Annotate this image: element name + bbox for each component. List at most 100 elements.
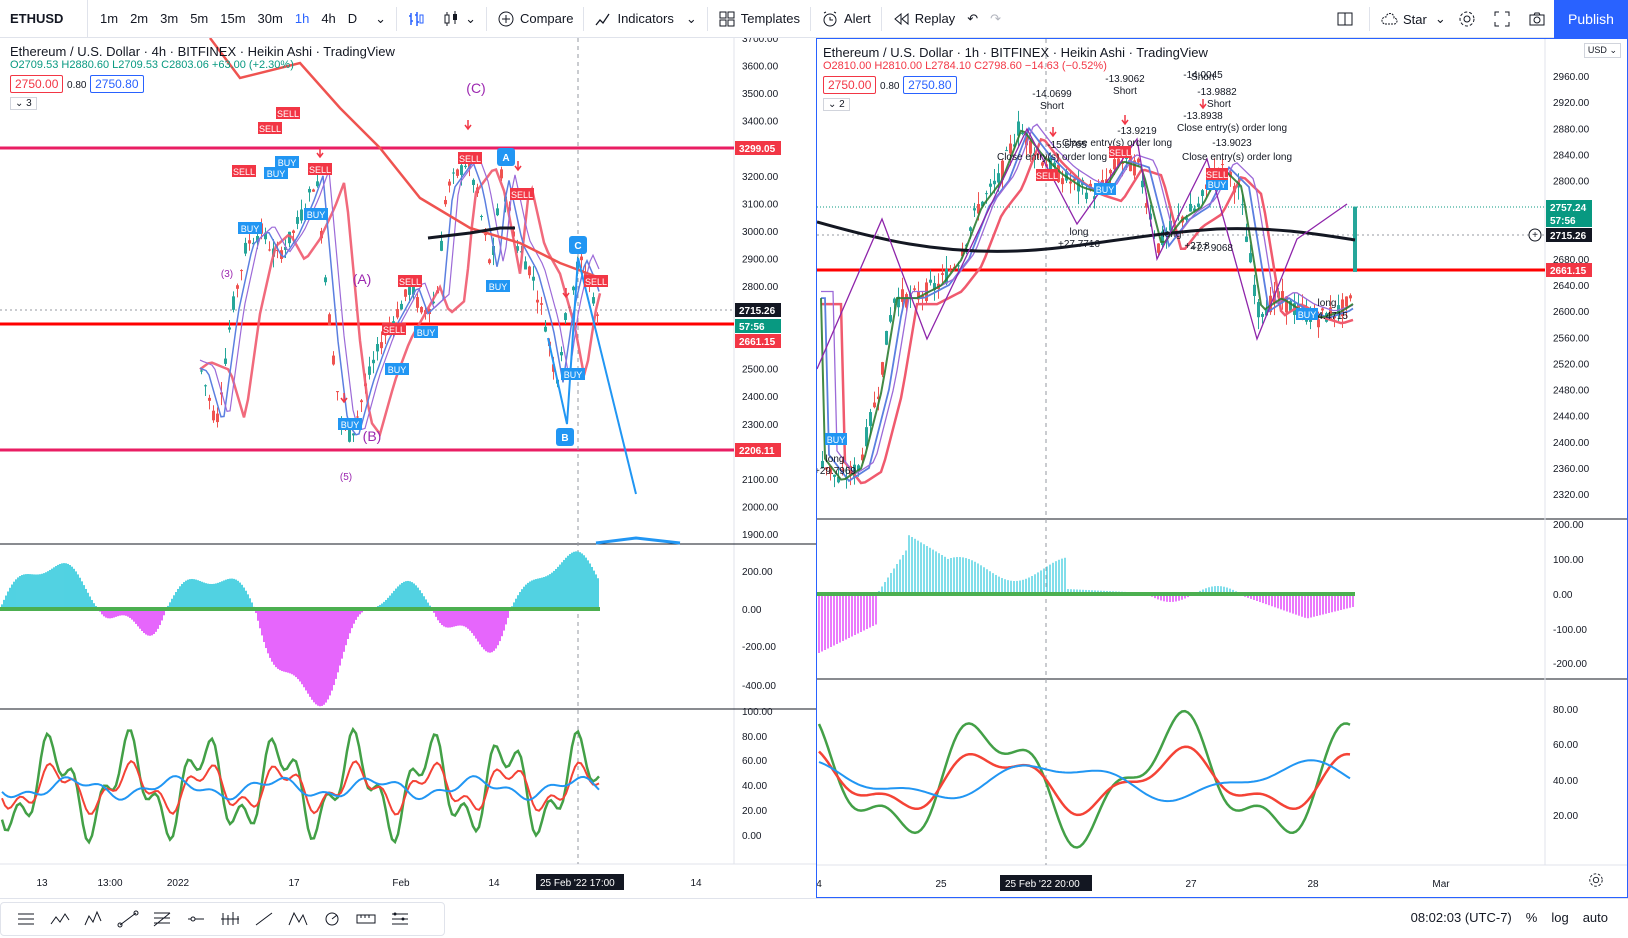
buy-signal: BUY xyxy=(241,224,260,234)
interval-D[interactable]: D xyxy=(347,11,358,26)
trend-abc-icon[interactable] xyxy=(49,910,71,928)
price-tick: 3200.00 xyxy=(742,172,779,183)
indicator-collapse-button[interactable]: ⌄ 3 xyxy=(10,97,37,110)
candle-body xyxy=(496,208,499,216)
rsi-tick: 60.00 xyxy=(1553,740,1578,751)
price-label: 2661.15 xyxy=(739,337,776,348)
indicator-collapse-button[interactable]: ⌄ 2 xyxy=(823,98,850,111)
sell-signal-bg xyxy=(382,323,406,335)
candle-body xyxy=(276,249,279,252)
candle-body xyxy=(1001,160,1004,180)
candle-body xyxy=(420,307,423,313)
redo-button[interactable]: ↷ xyxy=(984,0,1007,38)
sell-arrow xyxy=(1199,99,1207,110)
alert-button[interactable]: Alert xyxy=(815,0,877,38)
time-cursor: 25 Feb '22 17:00 xyxy=(540,878,615,889)
candle-body xyxy=(1053,162,1056,167)
chart-settings-button[interactable] xyxy=(1588,872,1604,891)
candle-body xyxy=(1257,302,1260,318)
candle-body xyxy=(444,199,447,205)
publish-button[interactable]: Publish xyxy=(1554,0,1628,38)
candle-body xyxy=(825,467,828,470)
candle-body xyxy=(1025,134,1028,146)
elliott-wave-icon[interactable] xyxy=(83,910,105,928)
trend-line-icon[interactable] xyxy=(253,910,275,928)
auto-toggle[interactable]: auto xyxy=(1582,910,1608,925)
cycle-icon[interactable] xyxy=(321,910,343,928)
templates-button[interactable]: Templates xyxy=(712,0,806,38)
left-chart-canvas[interactable]: 3700.003600.003500.003400.003300.003200.… xyxy=(0,38,816,898)
buy-price-button[interactable]: 2750.80 xyxy=(90,75,144,93)
percent-toggle[interactable]: % xyxy=(1525,910,1538,925)
candle-body xyxy=(572,286,575,291)
rsi-line xyxy=(1,775,600,801)
price-tick: 2480.00 xyxy=(1553,386,1590,397)
strategy-annotation: long xyxy=(826,454,845,465)
star-button[interactable]: Star ⌄ xyxy=(1374,0,1452,38)
right-chart-canvas[interactable]: 2960.002920.002880.002840.002800.002760.… xyxy=(817,39,1627,897)
buy-signal: BUY xyxy=(388,365,407,375)
green-ma xyxy=(820,129,1354,481)
buy-signal-bg xyxy=(486,280,510,292)
indicators-button[interactable]: Indicators xyxy=(588,0,679,38)
vwap-line xyxy=(427,226,515,240)
strategy-annotation: Close entry(s) order long xyxy=(1177,123,1287,134)
interval-1h[interactable]: 1h xyxy=(294,11,310,26)
right-chart[interactable]: 2960.002920.002880.002840.002800.002760.… xyxy=(816,38,1628,898)
ruler-icon[interactable] xyxy=(355,910,377,928)
sma-long xyxy=(209,38,601,280)
indicators-dropdown[interactable]: ⌄ xyxy=(680,0,703,38)
interval-dropdown[interactable]: ⌄ xyxy=(369,0,392,38)
interval-1m[interactable]: 1m xyxy=(100,11,119,26)
candle-body xyxy=(1009,143,1012,154)
macd-tick: 200.00 xyxy=(1553,520,1584,531)
candle-body xyxy=(448,181,451,186)
snapshot-button[interactable] xyxy=(1522,0,1557,38)
sell-price-button[interactable]: 2750.00 xyxy=(823,76,877,94)
left-chart[interactable]: 3700.003600.003500.003400.003300.003200.… xyxy=(0,38,816,898)
strategy-annotation: Short xyxy=(1191,72,1215,83)
strategy-annotation: Short xyxy=(1207,99,1231,110)
currency-selector[interactable]: USD ⌄ xyxy=(1583,43,1621,58)
interval-4h[interactable]: 4h xyxy=(321,11,336,26)
replay-button[interactable]: Replay xyxy=(886,0,961,38)
macd-histogram xyxy=(1,551,599,707)
bars-pattern-icon[interactable] xyxy=(219,910,241,928)
interval-2m[interactable]: 2m xyxy=(130,11,149,26)
horizontal-ray-icon[interactable] xyxy=(185,910,207,928)
compare-button[interactable]: Compare xyxy=(491,0,579,38)
layout-button[interactable] xyxy=(1330,0,1365,38)
log-toggle[interactable]: log xyxy=(1551,910,1569,925)
sell-price-button[interactable]: 2750.00 xyxy=(10,75,64,93)
pattern-icon[interactable] xyxy=(117,910,139,928)
time-tick: 2022 xyxy=(167,878,190,889)
undo-button[interactable]: ↶ xyxy=(961,0,984,38)
candle-body xyxy=(1021,132,1024,135)
lines-menu-icon[interactable] xyxy=(15,910,37,928)
candle-body xyxy=(1189,203,1192,212)
price-label: 2661.15 xyxy=(1550,266,1587,277)
price-tick: 2300.00 xyxy=(742,420,779,431)
interval-3m[interactable]: 3m xyxy=(160,11,179,26)
buy-price-button[interactable]: 2750.80 xyxy=(903,76,957,94)
clock-time[interactable]: 08:02:03 (UTC-7) xyxy=(1410,910,1512,925)
settings-button[interactable] xyxy=(1452,0,1487,38)
interval-5m[interactable]: 5m xyxy=(190,11,209,26)
candle-body xyxy=(580,256,583,261)
price-label: 57:56 xyxy=(739,322,765,333)
candles-style-button[interactable]: ⌄ xyxy=(436,0,482,38)
interval-15m[interactable]: 15m xyxy=(220,11,246,26)
fib-icon[interactable] xyxy=(151,910,173,928)
ema-mid xyxy=(199,155,600,430)
fullscreen-button[interactable] xyxy=(1487,0,1522,38)
interval-30m[interactable]: 30m xyxy=(257,11,283,26)
xabcd-icon[interactable] xyxy=(287,910,309,928)
candle-icon xyxy=(444,10,458,26)
bars-style-button[interactable] xyxy=(401,0,436,38)
symbol-search[interactable]: ETHUSD xyxy=(0,0,88,38)
rsi-tick: 80.00 xyxy=(1553,705,1578,716)
candle-body xyxy=(544,326,547,332)
candle-body xyxy=(997,173,1000,183)
buy-signal-bg xyxy=(825,433,847,445)
list-icon[interactable] xyxy=(389,910,411,928)
